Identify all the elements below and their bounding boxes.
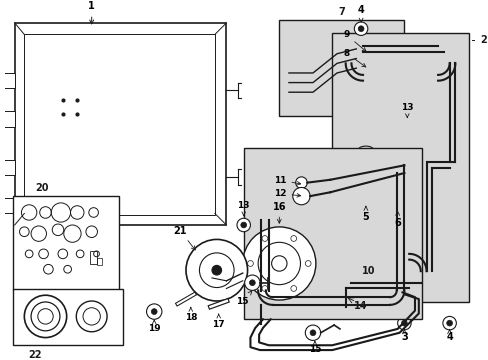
Bar xyxy=(360,153,370,195)
Bar xyxy=(90,251,97,265)
Circle shape xyxy=(358,26,363,32)
Circle shape xyxy=(211,265,221,275)
Bar xyxy=(1,159,15,175)
Bar xyxy=(359,68,373,74)
Bar xyxy=(1,112,15,127)
Bar xyxy=(358,150,373,198)
Circle shape xyxy=(442,316,455,330)
Bar xyxy=(97,258,102,265)
Circle shape xyxy=(290,235,296,241)
Text: 8: 8 xyxy=(343,49,365,67)
Text: 5: 5 xyxy=(362,206,368,222)
Circle shape xyxy=(185,239,247,301)
Circle shape xyxy=(244,275,260,291)
Bar xyxy=(331,32,468,302)
Bar xyxy=(13,289,123,345)
Text: 12: 12 xyxy=(273,189,300,198)
Circle shape xyxy=(249,280,255,285)
Bar xyxy=(13,196,119,291)
Text: 19: 19 xyxy=(147,320,160,333)
Text: 22: 22 xyxy=(28,350,41,360)
Text: 4: 4 xyxy=(357,5,364,22)
Bar xyxy=(1,198,15,213)
Circle shape xyxy=(354,22,367,35)
Circle shape xyxy=(242,227,315,300)
Text: 11: 11 xyxy=(273,176,300,185)
Circle shape xyxy=(446,320,451,326)
Circle shape xyxy=(305,261,310,266)
Circle shape xyxy=(309,330,315,336)
Circle shape xyxy=(290,285,296,291)
Bar xyxy=(24,35,214,215)
Circle shape xyxy=(262,235,267,241)
Text: 18: 18 xyxy=(184,307,197,322)
Circle shape xyxy=(401,320,407,326)
Text: 4: 4 xyxy=(446,329,452,342)
Bar xyxy=(356,66,377,76)
Circle shape xyxy=(151,309,157,315)
Circle shape xyxy=(146,304,162,319)
Text: 13: 13 xyxy=(237,201,249,216)
Text: 7: 7 xyxy=(338,7,345,17)
Bar xyxy=(279,20,404,116)
Circle shape xyxy=(404,124,409,130)
Text: 6: 6 xyxy=(393,211,400,228)
Text: 2: 2 xyxy=(479,35,486,45)
Text: 15: 15 xyxy=(308,341,321,354)
Text: 3: 3 xyxy=(400,329,407,342)
Circle shape xyxy=(247,261,253,266)
Text: 21: 21 xyxy=(173,226,195,250)
Text: 20: 20 xyxy=(36,184,49,193)
Circle shape xyxy=(240,222,246,228)
Text: 14: 14 xyxy=(354,301,367,311)
Circle shape xyxy=(292,188,309,205)
Circle shape xyxy=(397,316,410,330)
Circle shape xyxy=(262,285,267,291)
Circle shape xyxy=(400,120,413,134)
Text: 17: 17 xyxy=(212,314,224,329)
Text: 15: 15 xyxy=(236,291,251,306)
Bar xyxy=(243,148,421,319)
Bar xyxy=(1,73,15,88)
Circle shape xyxy=(295,177,306,188)
Text: 1: 1 xyxy=(88,1,95,24)
Bar xyxy=(393,162,401,205)
Text: 10: 10 xyxy=(361,266,374,276)
Bar xyxy=(359,53,373,59)
Text: 13: 13 xyxy=(400,103,413,117)
Bar xyxy=(356,51,377,60)
Bar xyxy=(15,23,226,225)
Circle shape xyxy=(237,218,250,232)
Text: 16: 16 xyxy=(272,202,285,223)
Circle shape xyxy=(305,325,320,341)
Text: 9: 9 xyxy=(343,30,365,51)
